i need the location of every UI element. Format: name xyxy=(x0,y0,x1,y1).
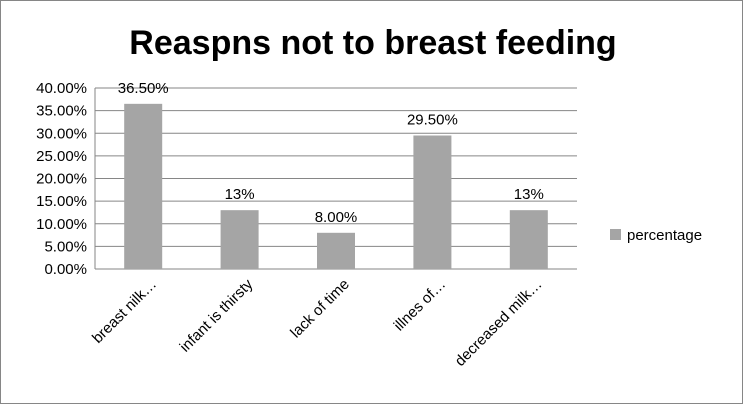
y-tick-label: 30.00% xyxy=(36,125,87,142)
data-label: 8.00% xyxy=(315,209,358,226)
bar xyxy=(124,103,163,270)
x-category-label: lack of time xyxy=(287,276,353,342)
legend: percentage xyxy=(610,227,702,244)
y-tick-label: 20.00% xyxy=(36,171,87,188)
legend-label: percentage xyxy=(627,227,702,244)
y-tick-label: 25.00% xyxy=(36,148,87,165)
y-tick-label: 15.00% xyxy=(36,193,87,210)
data-label: 36.50% xyxy=(118,80,169,97)
y-axis-ticks: 0.00% 5.00% 10.00% 15.00% 20.00% 25.00% 30.00%… xyxy=(36,80,87,278)
gridlines xyxy=(94,87,577,270)
y-tick-label: 0.00% xyxy=(44,261,87,278)
y-tick-label: 10.00% xyxy=(36,216,87,233)
bars xyxy=(124,103,548,270)
bar xyxy=(317,232,355,269)
bar xyxy=(220,210,259,269)
data-label: 13% xyxy=(225,186,255,203)
data-label: 29.50% xyxy=(407,112,458,129)
x-axis-categories: breast nilk… infant is thirsty lack of tim… xyxy=(89,275,546,369)
x-category-label: breast nilk… xyxy=(89,276,160,347)
data-labels: 36.50% 13% 8.00% 29.50% 13% xyxy=(118,80,544,226)
y-tick-label: 40.00% xyxy=(36,80,87,97)
x-category-label: decreased milk… xyxy=(452,276,546,370)
x-category-label: illnes of… xyxy=(391,276,450,335)
data-label: 13% xyxy=(514,186,544,203)
legend-swatch xyxy=(610,229,621,240)
x-category-label: infant is thirsty xyxy=(177,275,257,355)
chart-title: Reaspns not to breast feeding xyxy=(129,24,616,62)
bar xyxy=(509,210,548,269)
bar xyxy=(413,135,452,269)
y-tick-label: 35.00% xyxy=(36,103,87,120)
y-tick-label: 5.00% xyxy=(44,238,87,255)
